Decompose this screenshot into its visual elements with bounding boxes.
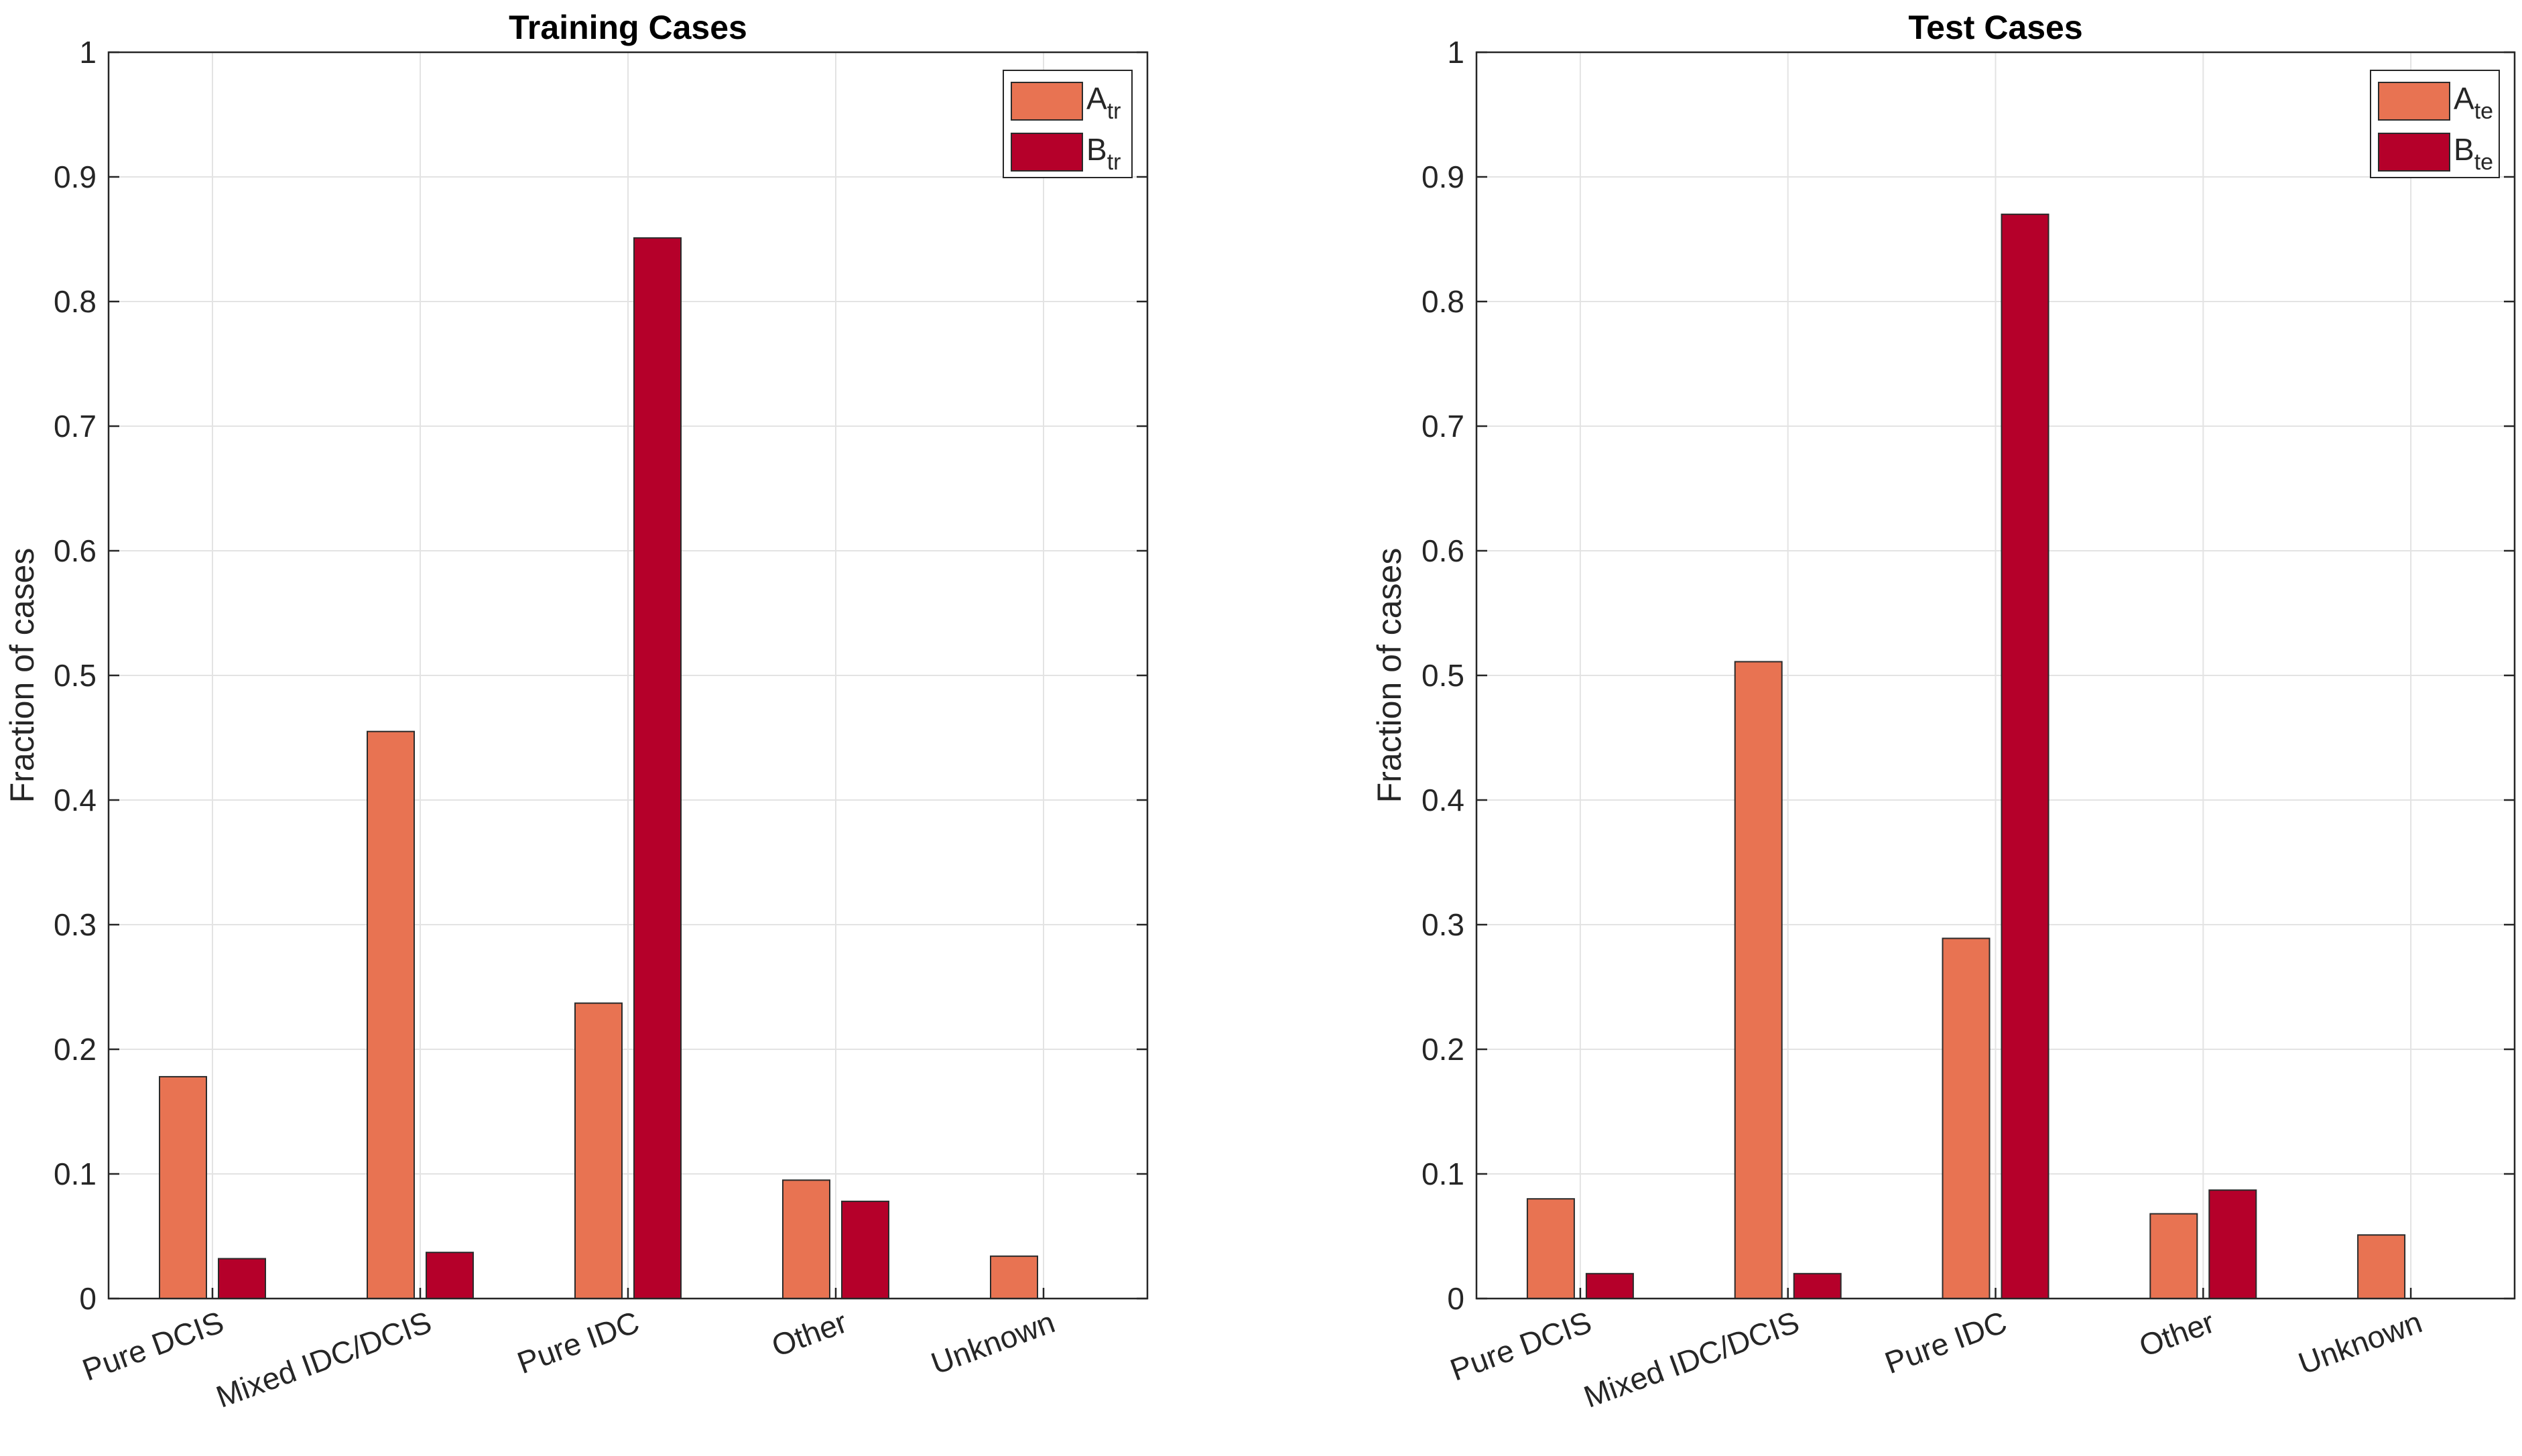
x-tick-label: Pure IDC [1880,1305,2011,1381]
y-tick-label: 0.2 [54,1032,97,1067]
bar-b-pure-idc [2001,213,2050,1299]
legend-swatch-a [1011,82,1083,121]
x-tick-label: Unknown [2294,1305,2427,1381]
legend-label-b: Btr [1086,132,1121,175]
x-tick-label: Other [2135,1305,2219,1364]
test-cases-panel: 0 0.1 0.2 0.3 0.4 0.5 0.6 0.7 0.8 0.9 1 Pure DCISMi… [1371,9,2516,1414]
legend-swatch-b [1011,133,1083,172]
y-tick-label: 0.1 [54,1156,97,1191]
bar-a-pure-dcis [159,1075,207,1300]
bar-b-pure-dcis [1585,1272,1634,1300]
bar-a-pure-idc [574,1002,623,1300]
x-tick-label: Other [767,1305,852,1364]
y-tick-label: 0.8 [1422,284,1464,319]
bar-a-unknown [990,1255,1038,1300]
legend-swatch-a [2378,82,2450,121]
bar-b-pure-idc [633,237,682,1299]
legend-label-a: Ate [2454,81,2493,124]
chart-title: Test Cases [1908,9,2082,46]
y-tick-label: 0.8 [54,284,97,319]
bar-a-mixed-idc-dcis [1734,661,1783,1299]
y-tick-label: 0.2 [1422,1032,1464,1067]
y-tick-label: 1 [79,35,97,70]
x-tick-label: Mixed IDC/DCIS [1579,1305,1804,1414]
bar-b-mixed-idc-dcis [1793,1272,1842,1300]
y-tick-label: 0 [79,1281,97,1316]
chart-title: Training Cases [509,9,747,46]
bar-b-mixed-idc-dcis [426,1252,474,1300]
bar-a-mixed-idc-dcis [367,730,415,1299]
y-tick-label: 0.9 [1422,159,1464,194]
x-tick-label: Pure DCIS [78,1305,228,1388]
legend-label-a: Atr [1086,81,1121,124]
y-tick-label: 0.7 [1422,409,1464,444]
bar-a-other [782,1179,830,1300]
x-tick-label: Mixed IDC/DCIS [212,1305,436,1414]
y-tick-label: 0.4 [1422,783,1464,817]
x-tick-label: Pure IDC [513,1305,644,1381]
y-tick-label: 0.7 [54,409,97,444]
x-tick-label: Unknown [926,1305,1059,1381]
bar-a-other [2149,1213,2198,1300]
bar-a-pure-dcis [1526,1198,1575,1299]
bar-a-pure-idc [1942,937,1991,1299]
y-tick-label: 0.4 [54,783,97,817]
y-tick-label: 0.6 [1422,533,1464,568]
bar-a-unknown [2357,1234,2406,1300]
y-tick-label: 1 [1447,35,1464,70]
y-axis-label: Fraction of cases [1371,548,1408,803]
x-tick-label: Pure DCIS [1446,1305,1596,1388]
bar-b-pure-dcis [218,1258,266,1299]
y-tick-label: 0.6 [54,533,97,568]
y-tick-label: 0.3 [54,907,97,942]
y-axis-label: Fraction of cases [3,548,41,803]
y-tick-label: 0.5 [1422,658,1464,693]
y-tick-label: 0.3 [1422,907,1464,942]
bar-b-other [2208,1189,2257,1300]
y-tick-label: 0.5 [54,658,97,693]
y-tick-label: 0.1 [1422,1156,1464,1191]
y-tick-label: 0 [1447,1281,1464,1316]
y-tick-label: 0.9 [54,159,97,194]
legend-label-b: Bte [2454,132,2493,175]
training-cases-panel: 0 0.1 0.2 0.3 0.4 0.5 0.6 0.7 0.8 0.9 1 Pure DCISMi… [3,9,1149,1414]
bar-b-other [841,1200,889,1300]
legend-swatch-b [2378,133,2450,172]
